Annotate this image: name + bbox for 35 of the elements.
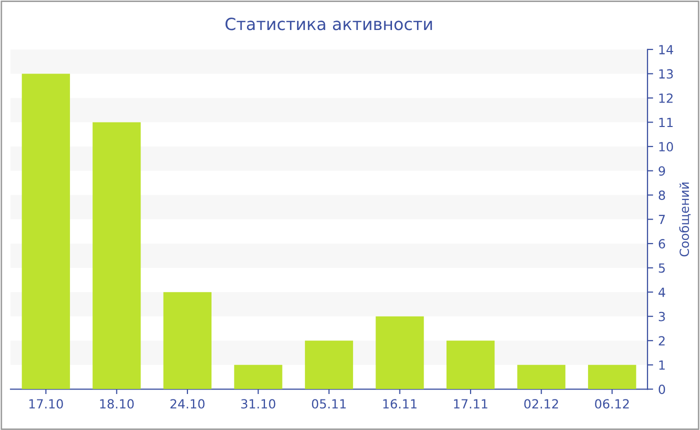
x-tick-label: 31.10 <box>241 399 276 409</box>
y-tick-label: 14 <box>659 45 674 54</box>
x-tick-label: 05.11 <box>312 399 346 409</box>
bar <box>376 316 424 390</box>
bar <box>588 364 636 390</box>
bar <box>163 292 212 390</box>
y-tick-label: 11 <box>659 118 673 127</box>
x-tick-label: 17.10 <box>29 399 63 409</box>
y-tick-label: 9 <box>658 166 665 176</box>
x-tick-label: 06.12 <box>595 399 629 409</box>
chart-title: Статистика активности <box>226 18 432 30</box>
bar <box>234 364 282 390</box>
bar <box>517 364 566 390</box>
y-tick-label: 5 <box>658 263 665 273</box>
y-tick-label: 4 <box>658 288 666 297</box>
y-axis-title: Сообщений <box>679 182 691 256</box>
bar <box>304 340 354 390</box>
bar <box>446 340 495 390</box>
x-tick-label: 18.10 <box>100 399 134 409</box>
y-tick-label: 8 <box>658 190 666 200</box>
y-tick-label: 13 <box>659 69 673 79</box>
x-tick-label: 16.11 <box>383 399 417 409</box>
y-tick-label: 3 <box>658 312 665 322</box>
x-tick-label: 24.10 <box>170 399 205 409</box>
y-tick-label: 10 <box>659 142 673 152</box>
y-tick-label: 12 <box>659 93 673 103</box>
bar <box>92 122 141 390</box>
y-tick-label: 7 <box>658 214 665 224</box>
x-tick-label: 17.11 <box>454 399 488 408</box>
y-tick-label: 6 <box>658 239 666 248</box>
y-tick-label: 1 <box>659 360 665 370</box>
y-tick-label: 0 <box>658 384 666 394</box>
x-tick-label: 02.12 <box>524 399 558 409</box>
y-tick-label: 2 <box>658 336 665 346</box>
bar <box>22 74 70 390</box>
